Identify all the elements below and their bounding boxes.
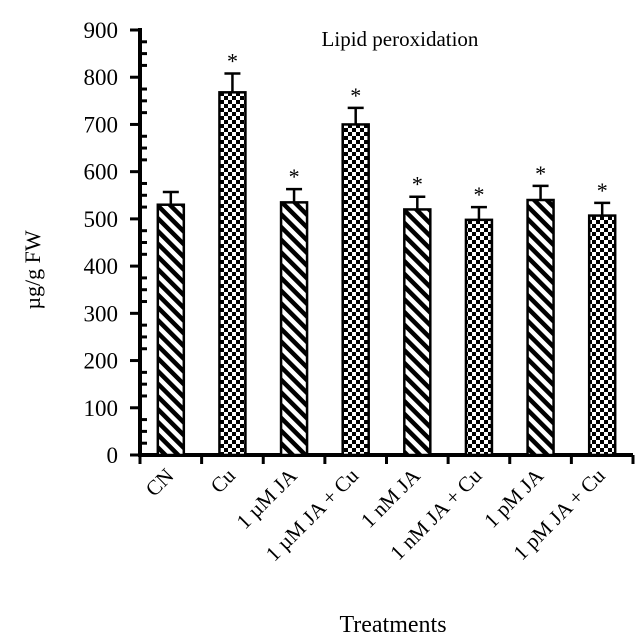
y-tick-label: 500 xyxy=(84,207,119,232)
significance-mark: * xyxy=(227,48,238,73)
y-tick-label: 200 xyxy=(84,349,119,374)
significance-mark: * xyxy=(597,178,608,203)
x-tick-label: Cu xyxy=(206,463,241,498)
bars-group: * * * * * * * xyxy=(156,48,617,457)
significance-mark: * xyxy=(535,161,546,186)
bar xyxy=(279,201,309,457)
y-tick-label: 900 xyxy=(84,18,119,43)
bar xyxy=(587,214,617,457)
significance-mark: * xyxy=(289,164,300,189)
y-tick-label: 800 xyxy=(84,65,119,90)
x-tick-label: CN xyxy=(141,464,179,502)
x-axis xyxy=(138,453,635,464)
bar xyxy=(526,198,555,457)
x-tick-labels: CN Cu1 µM JA1 µM JA + Cu1 nM JA1 nM JA + … xyxy=(141,463,610,566)
significance-mark: * xyxy=(350,83,361,108)
y-tick-label: 0 xyxy=(107,443,119,468)
y-tick-label: 100 xyxy=(84,396,119,421)
bar xyxy=(156,203,186,457)
bar xyxy=(341,123,370,457)
bar xyxy=(464,218,494,457)
x-axis-label: Treatments xyxy=(339,612,446,638)
significance-mark: * xyxy=(412,172,423,197)
bar xyxy=(218,91,247,457)
y-tick-label: 300 xyxy=(84,301,119,326)
y-axis-label: µg/g FW xyxy=(20,230,45,310)
y-tick-label: 400 xyxy=(84,254,119,279)
y-tick-label: 700 xyxy=(84,112,119,137)
y-tick-label: 600 xyxy=(84,160,119,185)
significance-mark: * xyxy=(473,182,484,207)
bar xyxy=(403,208,432,457)
y-axis: 0 100 200 300 400 500 600 700 800 900 xyxy=(84,18,147,468)
chart-title: Lipid peroxidation xyxy=(322,27,479,51)
